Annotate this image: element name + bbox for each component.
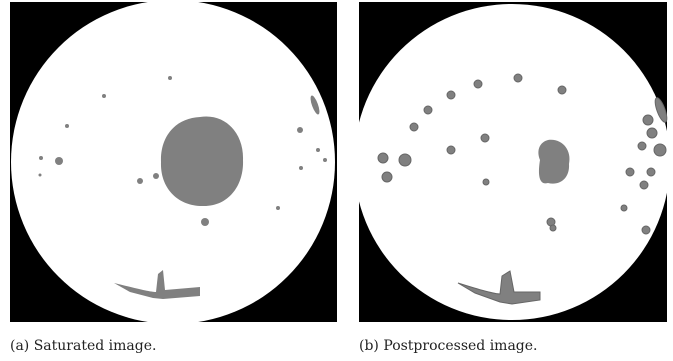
figure: (a) Saturated image. (b) Postprocessed i… <box>0 0 673 361</box>
caption: (a) Saturated image. <box>10 338 156 354</box>
page: (a) Saturated image. (b) Postprocessed i… <box>0 0 673 361</box>
postprocessed-image <box>354 2 670 322</box>
saturated-image <box>10 0 337 324</box>
caption: (b) Postprocessed image. <box>359 338 538 354</box>
